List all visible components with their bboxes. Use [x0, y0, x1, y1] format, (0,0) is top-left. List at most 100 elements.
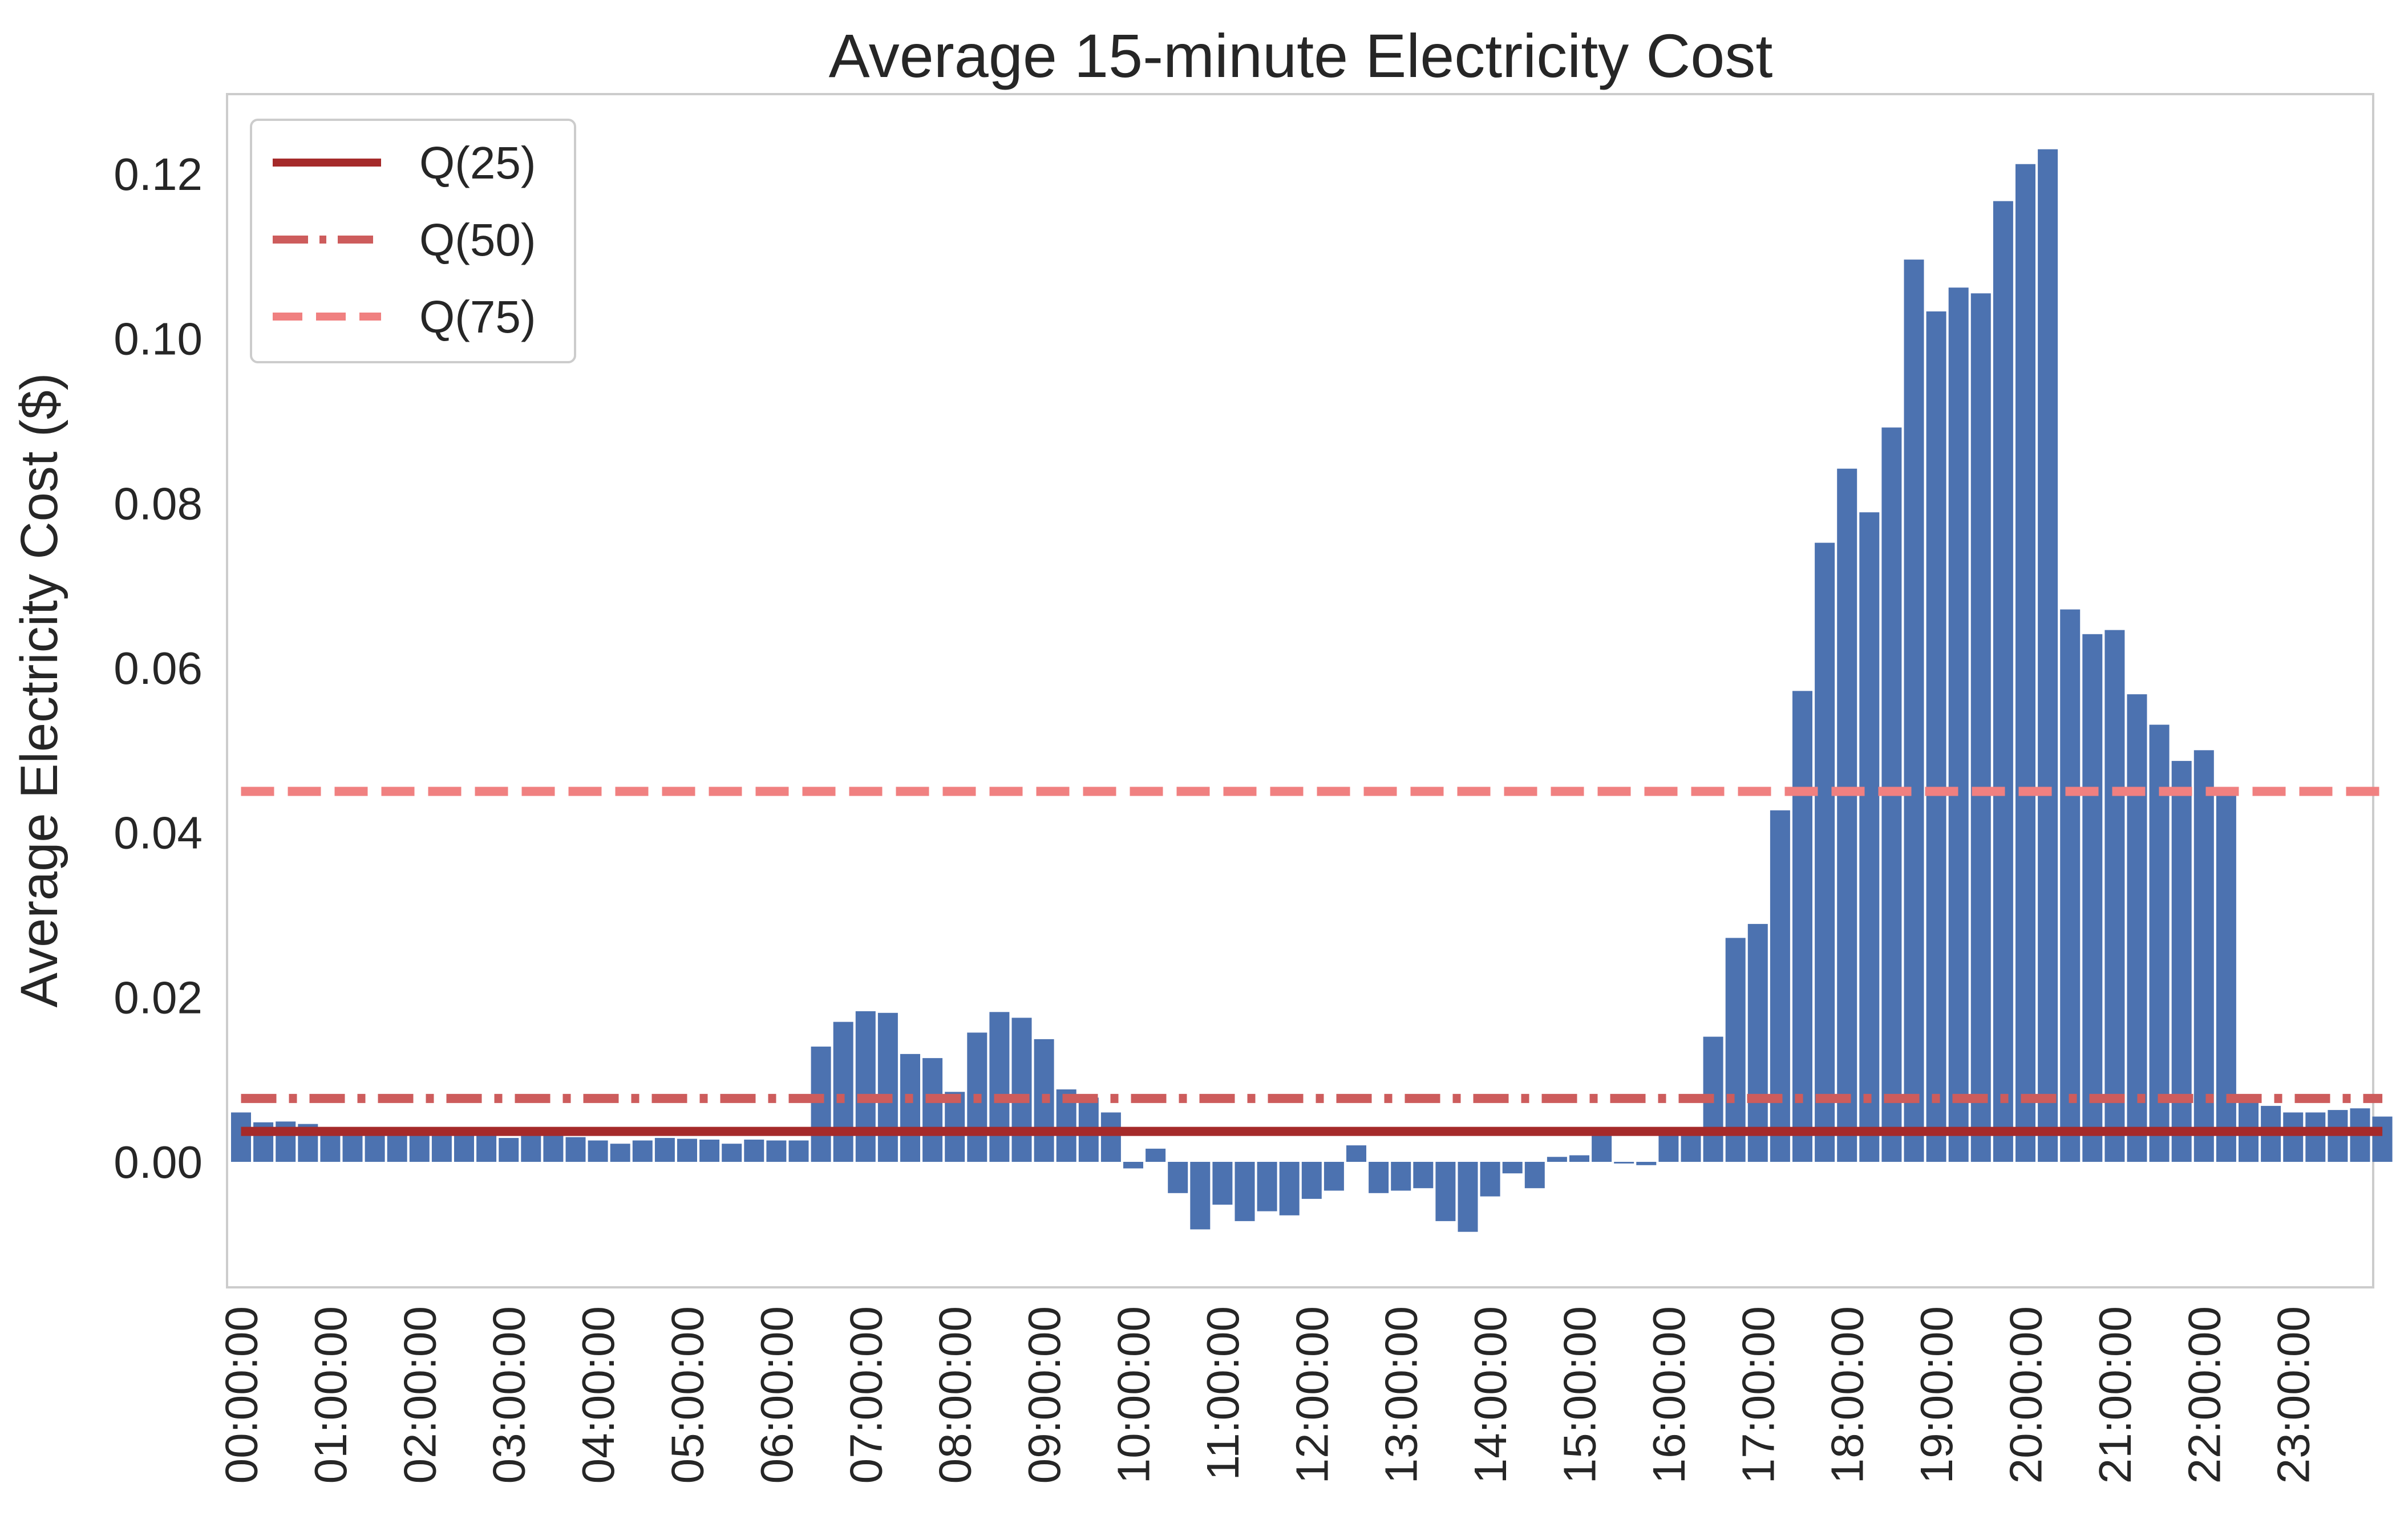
y-tick-label: 0.12	[114, 149, 203, 200]
y-tick-label: 0.04	[114, 808, 203, 858]
bar	[2060, 609, 2081, 1162]
bar	[543, 1134, 564, 1162]
bar	[1212, 1162, 1233, 1205]
bar	[1100, 1112, 1121, 1162]
bar	[722, 1144, 742, 1162]
bar	[654, 1138, 675, 1162]
x-tick-label: 11:00:00	[1197, 1306, 1248, 1480]
bar	[833, 1022, 853, 1162]
bar	[1235, 1162, 1255, 1221]
bar	[1011, 1018, 1032, 1162]
x-tick-label: 18:00:00	[1822, 1306, 1873, 1484]
bar	[2104, 630, 2125, 1162]
legend-label: Q(75)	[419, 291, 536, 342]
legend-label: Q(50)	[419, 214, 536, 265]
bar	[2283, 1112, 2304, 1162]
bar	[610, 1144, 630, 1162]
bar	[1770, 810, 1790, 1162]
bar	[1502, 1162, 1523, 1174]
bar	[1725, 938, 1746, 1162]
x-tick-label: 02:00:00	[394, 1306, 445, 1484]
reference-lines	[241, 787, 2383, 1136]
bar	[2193, 750, 2214, 1162]
bar	[1324, 1162, 1344, 1191]
bar	[1859, 512, 1880, 1162]
bar	[766, 1140, 787, 1162]
bar	[2149, 724, 2170, 1162]
bar	[1993, 201, 2013, 1162]
bar	[1547, 1157, 1567, 1162]
x-tick-label: 13:00:00	[1376, 1306, 1427, 1484]
bar	[1391, 1162, 1411, 1191]
x-tick-label: 12:00:00	[1286, 1306, 1337, 1484]
bar	[744, 1140, 764, 1162]
bar	[1301, 1162, 1322, 1199]
bar	[565, 1137, 586, 1162]
bar	[1458, 1162, 1478, 1232]
x-tick-label: 06:00:00	[751, 1306, 802, 1484]
x-tick-label: 19:00:00	[1911, 1306, 1962, 1484]
bar	[476, 1135, 497, 1162]
bar	[2127, 694, 2147, 1162]
bar	[1837, 468, 1857, 1162]
bar	[2082, 634, 2103, 1162]
bar	[1636, 1162, 1657, 1165]
bar	[1658, 1133, 1679, 1162]
bar	[2305, 1112, 2326, 1162]
bar	[1190, 1162, 1211, 1230]
bar	[1435, 1162, 1456, 1221]
bar	[2372, 1116, 2393, 1162]
x-tick-label: 01:00:00	[305, 1306, 356, 1484]
bar	[1948, 287, 1969, 1162]
bar	[1480, 1162, 1500, 1197]
x-tick-label: 10:00:00	[1108, 1306, 1159, 1484]
bar	[409, 1133, 430, 1162]
y-tick-label: 0.06	[114, 643, 203, 694]
bar	[788, 1140, 809, 1162]
bar	[1592, 1133, 1612, 1162]
x-tick-label: 15:00:00	[1555, 1306, 1605, 1484]
bar	[922, 1058, 943, 1162]
x-tick-label: 09:00:00	[1019, 1306, 1070, 1484]
bar	[588, 1140, 608, 1162]
bar	[1257, 1162, 1277, 1211]
legend: Q(25) Q(50) Q(75)	[250, 119, 576, 363]
x-tick-label: 22:00:00	[2179, 1306, 2229, 1484]
x-tick-label: 21:00:00	[2090, 1306, 2140, 1484]
bar-series	[231, 149, 2393, 1232]
x-tick-label: 20:00:00	[2001, 1306, 2051, 1484]
x-tick-label: 23:00:00	[2268, 1306, 2319, 1484]
bar	[2216, 791, 2236, 1162]
bar	[1369, 1162, 1389, 1193]
bar	[231, 1112, 251, 1162]
bar	[877, 1012, 898, 1162]
bar	[1904, 260, 1924, 1162]
bar	[431, 1133, 452, 1162]
bar	[2015, 164, 2035, 1162]
x-tick-label: 04:00:00	[573, 1306, 624, 1484]
legend-label: Q(25)	[419, 137, 536, 188]
x-tick-label: 17:00:00	[1733, 1306, 1783, 1484]
y-tick-label: 0.08	[114, 478, 203, 529]
bar	[521, 1135, 541, 1162]
bar	[2038, 149, 2058, 1162]
y-tick-label: 0.10	[114, 314, 203, 364]
x-tick-label: 16:00:00	[1644, 1306, 1694, 1484]
bar	[1146, 1148, 1166, 1162]
bar	[677, 1138, 697, 1162]
bar	[1346, 1145, 1366, 1162]
x-tick-label: 08:00:00	[930, 1306, 981, 1484]
bar	[1279, 1162, 1300, 1215]
x-tick-label: 00:00:00	[216, 1306, 267, 1484]
bar	[1792, 691, 1812, 1162]
bar	[1168, 1162, 1188, 1193]
bar	[1926, 311, 1946, 1162]
bar	[811, 1046, 831, 1162]
y-axis-ticks: 0.00 0.02 0.04 0.06 0.08 0.10 0.12	[114, 149, 203, 1188]
bar	[1815, 542, 1835, 1162]
x-tick-label: 14:00:00	[1465, 1306, 1516, 1484]
x-tick-label: 03:00:00	[484, 1306, 535, 1484]
bar	[1569, 1155, 1589, 1162]
bar	[1413, 1162, 1434, 1189]
